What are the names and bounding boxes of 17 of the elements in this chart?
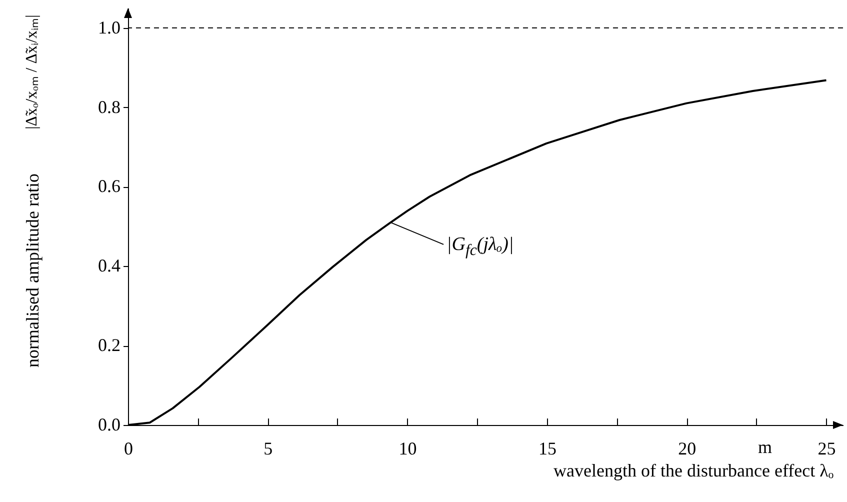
y-tick-label: 0.2 bbox=[98, 335, 120, 356]
annotation: |G$_{fc}$(jλₒ)| bbox=[446, 234, 514, 260]
x-tick-label: 10 bbox=[398, 438, 417, 458]
x-tick-label: 0 bbox=[124, 438, 133, 458]
y-tick-label: 1.0 bbox=[98, 17, 120, 38]
y-tick-label: 0.8 bbox=[98, 96, 120, 117]
x-tick-label: 25 bbox=[818, 438, 836, 458]
text: |Δ̃xₒ/xₒₘ / Δ̃xᵢ/xᵢₘ| bbox=[22, 14, 41, 130]
x-tick-label: 5 bbox=[264, 438, 273, 458]
x-tick-label: 15 bbox=[538, 438, 556, 458]
y-tick-label: 0.0 bbox=[98, 414, 120, 434]
y-tick-label: 0.6 bbox=[98, 176, 120, 196]
x-axis-title: wavelength of the disturbance effect λₒ bbox=[554, 460, 834, 480]
y-tick-label: 0.4 bbox=[98, 256, 120, 276]
text: m bbox=[758, 437, 772, 458]
x-tick-label: 20 bbox=[678, 438, 696, 458]
y-axis-title: normalised amplitude ratio bbox=[22, 174, 42, 368]
